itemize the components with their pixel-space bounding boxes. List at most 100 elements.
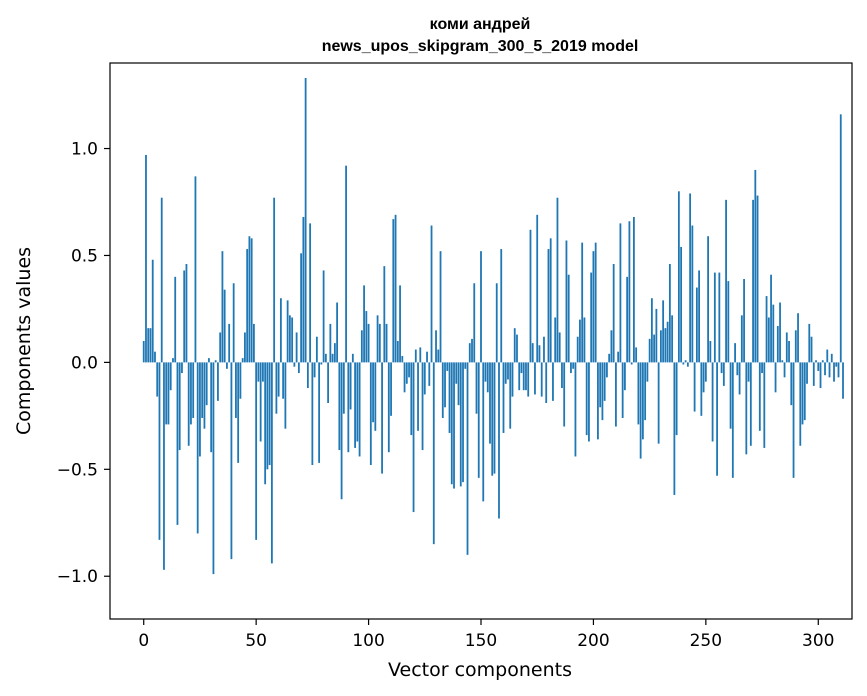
bar-160 [502, 362, 505, 433]
y-axis-label: Components values [13, 247, 35, 435]
bar-247 [698, 270, 700, 363]
bar-69 [297, 362, 300, 374]
bar-285 [783, 362, 786, 378]
bar-58 [273, 197, 276, 363]
bar-260 [727, 281, 730, 363]
bar-201 [594, 242, 597, 363]
bar-94 [354, 362, 356, 448]
bar-198 [588, 362, 590, 442]
x-tick-label: 300 [802, 631, 834, 651]
bar-67 [293, 362, 296, 367]
bar-245 [693, 362, 696, 412]
bar-143 [464, 362, 467, 369]
bar-157 [495, 283, 498, 363]
bar-237 [675, 362, 678, 436]
bar-145 [468, 343, 471, 363]
bar-114 [399, 285, 401, 363]
bar-95 [356, 362, 359, 442]
bar-131 [437, 349, 440, 363]
bar-170 [525, 362, 527, 391]
bar-232 [664, 328, 667, 363]
bar-77 [315, 336, 318, 363]
bar-86 [336, 302, 338, 363]
bar-102 [372, 362, 374, 423]
bar-217 [630, 362, 633, 365]
bar-65 [288, 315, 291, 363]
bar-122 [417, 362, 419, 431]
bar-271 [752, 199, 754, 363]
bar-305 [828, 362, 831, 378]
bar-168 [520, 362, 523, 374]
bar-235 [671, 315, 674, 363]
bar-203 [599, 362, 602, 408]
bar-210 [615, 362, 617, 427]
bar-117 [405, 362, 408, 384]
bar-162 [507, 362, 509, 380]
bar-59 [275, 362, 278, 414]
bar-152 [484, 362, 487, 382]
bar-292 [799, 362, 802, 446]
bar-123 [419, 347, 422, 363]
bar-87 [338, 362, 341, 451]
bar-36 [223, 289, 226, 363]
bar-231 [662, 300, 665, 363]
bar-84 [331, 353, 334, 363]
bar-42 [237, 362, 240, 463]
bar-173 [531, 343, 534, 363]
bar-266 [740, 315, 743, 363]
bar-0 [142, 341, 145, 363]
bar-207 [608, 353, 611, 363]
bar-22 [192, 362, 195, 418]
bar-37 [226, 362, 228, 369]
bar-176 [538, 345, 541, 363]
bar-33 [217, 362, 219, 401]
bar-265 [738, 362, 741, 395]
bar-24 [196, 362, 199, 534]
bar-110 [390, 362, 392, 416]
bar-130 [435, 330, 437, 363]
bar-209 [612, 264, 615, 363]
bar-308 [835, 362, 838, 367]
bar-188 [565, 240, 568, 363]
bar-55 [266, 362, 269, 470]
bar-283 [779, 302, 781, 363]
bar-70 [300, 253, 303, 363]
bar-6 [156, 362, 159, 397]
chart-title-line-2: news_upos_skipgram_300_5_2019 model [322, 38, 639, 55]
bar-12 [169, 362, 172, 391]
bar-96 [358, 362, 361, 457]
bar-156 [493, 362, 496, 474]
bar-258 [722, 362, 725, 386]
bar-54 [264, 362, 267, 485]
bar-34 [219, 332, 222, 363]
bar-200 [592, 251, 595, 363]
bar-45 [244, 332, 246, 363]
bar-85 [333, 343, 336, 363]
bar-250 [704, 362, 707, 382]
bar-228 [655, 308, 658, 363]
x-tick-label: 50 [245, 631, 267, 651]
bar-62 [282, 362, 285, 399]
bar-80 [322, 270, 325, 363]
bar-287 [788, 341, 790, 363]
bar-21 [190, 362, 192, 425]
bar-186 [561, 362, 563, 389]
bar-40 [232, 283, 235, 363]
bar-88 [340, 362, 343, 500]
bar-169 [522, 362, 525, 391]
bar-291 [797, 313, 799, 363]
bar-236 [673, 362, 676, 495]
bar-68 [295, 332, 298, 363]
bar-238 [677, 191, 680, 363]
bar-73 [306, 362, 309, 389]
bar-142 [462, 362, 464, 483]
bar-306 [830, 353, 833, 363]
bar-252 [709, 341, 712, 363]
bar-149 [477, 362, 480, 478]
bar-218 [633, 216, 635, 363]
bar-116 [403, 362, 406, 393]
bar-126 [426, 351, 428, 363]
bar-244 [691, 225, 694, 363]
bar-43 [239, 362, 242, 399]
